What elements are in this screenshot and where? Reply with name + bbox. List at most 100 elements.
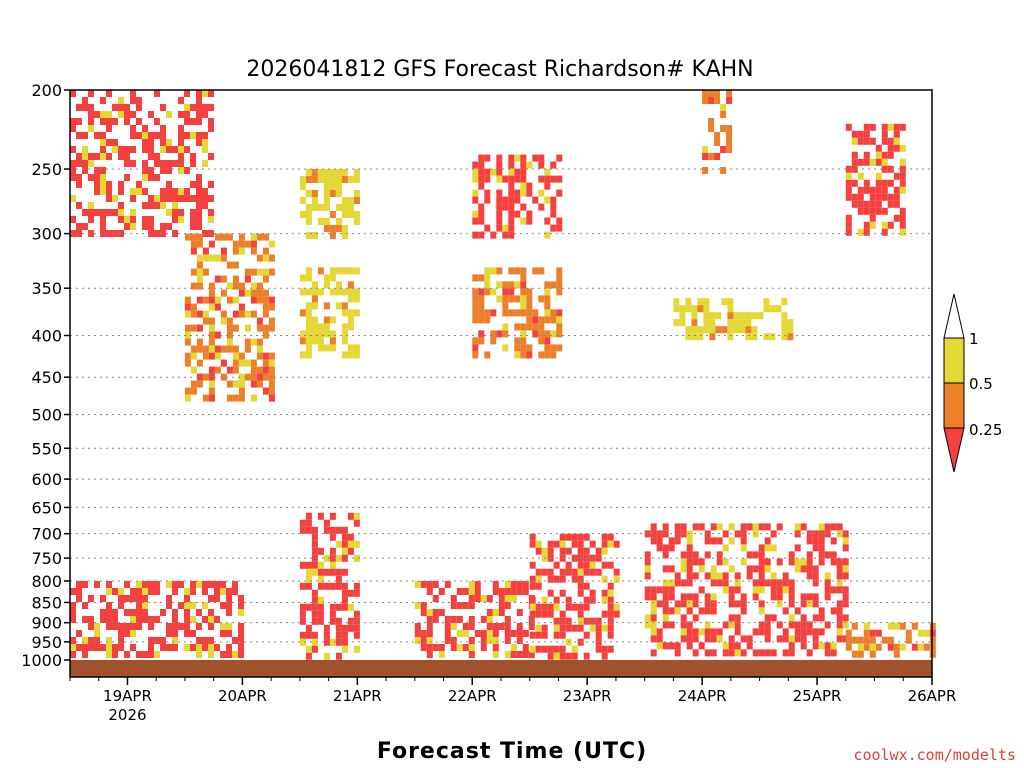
ri-cell xyxy=(130,209,136,216)
ri-cell xyxy=(842,614,849,622)
ri-cell xyxy=(214,233,221,241)
ri-cell xyxy=(559,589,566,597)
ri-cell xyxy=(776,600,783,608)
ri-cell xyxy=(869,123,876,131)
ri-cell xyxy=(94,153,100,160)
ri-cell xyxy=(851,200,858,208)
ri-cell xyxy=(836,621,843,629)
ri-cell xyxy=(244,268,251,276)
ri-cell xyxy=(863,629,870,637)
credit-text: coolwx.com/modelts xyxy=(853,746,1016,764)
ri-cell xyxy=(76,160,82,167)
ri-cell xyxy=(532,323,539,331)
ri-cell xyxy=(226,261,233,269)
ri-cell xyxy=(353,190,360,197)
ri-cell xyxy=(492,637,499,644)
ri-cell xyxy=(262,233,269,241)
ri-cell xyxy=(118,588,124,595)
ri-cell xyxy=(468,581,475,588)
ri-cell xyxy=(857,636,864,644)
ri-cell xyxy=(806,551,813,559)
ri-cell xyxy=(577,582,584,590)
ri-cell xyxy=(504,637,511,644)
ri-cell xyxy=(704,537,711,545)
ri-cell xyxy=(106,195,112,202)
ri-cell xyxy=(508,267,515,275)
ri-cell xyxy=(238,373,245,381)
ri-cell xyxy=(800,558,807,566)
ri-cell xyxy=(329,211,336,218)
ri-cell xyxy=(589,596,596,604)
ri-cell xyxy=(88,104,94,111)
ri-cell xyxy=(160,146,166,153)
ri-cell xyxy=(698,628,705,636)
ri-cell xyxy=(100,174,106,181)
ri-cell xyxy=(311,316,318,324)
ri-cell xyxy=(541,547,548,555)
ri-cell xyxy=(812,600,819,608)
ri-cell xyxy=(484,196,491,204)
ri-cell xyxy=(842,586,849,594)
ri-cell xyxy=(881,636,888,644)
ri-cell xyxy=(716,635,723,643)
ri-cell xyxy=(929,636,936,644)
ri-cell xyxy=(256,289,263,297)
ri-cell xyxy=(184,146,190,153)
ri-cell xyxy=(106,111,112,118)
legend-bin xyxy=(943,337,965,384)
ri-cell xyxy=(704,593,711,601)
ri-cell xyxy=(727,333,734,341)
ri-cell xyxy=(353,589,360,597)
ri-cell xyxy=(196,139,202,146)
ri-cell xyxy=(556,281,563,289)
ri-cell xyxy=(504,623,511,630)
ri-cell xyxy=(899,158,906,166)
ri-cell xyxy=(414,581,421,588)
ri-cell xyxy=(202,268,209,276)
ri-cell xyxy=(728,642,735,650)
ri-cell xyxy=(335,302,342,310)
ri-cell xyxy=(781,319,788,327)
ri-cell xyxy=(341,267,348,275)
ri-cell xyxy=(196,223,202,230)
ri-cell xyxy=(514,309,521,317)
ri-cell xyxy=(526,161,533,169)
ri-cell xyxy=(679,312,686,320)
ri-cell xyxy=(88,644,94,651)
ri-cell xyxy=(559,652,566,660)
ri-cell xyxy=(166,139,172,146)
ri-cell xyxy=(196,637,202,644)
ri-cell xyxy=(541,596,548,604)
ri-cell xyxy=(716,579,723,587)
ri-cell xyxy=(824,551,831,559)
ri-cell xyxy=(232,261,239,269)
ri-cell xyxy=(715,326,722,334)
ri-cell xyxy=(480,595,487,602)
ri-cell xyxy=(710,600,717,608)
ri-cell xyxy=(323,197,330,204)
ri-cell xyxy=(577,610,584,618)
ri-cell xyxy=(70,609,76,616)
ri-cell xyxy=(787,333,794,341)
ri-cell xyxy=(426,609,433,616)
ri-cell xyxy=(124,174,130,181)
ri-cell xyxy=(478,217,485,225)
ri-cell xyxy=(830,607,837,615)
ri-cell xyxy=(184,111,190,118)
ri-cell xyxy=(708,118,715,125)
ri-cell xyxy=(323,330,330,338)
ri-cell xyxy=(550,316,557,324)
ri-cell xyxy=(124,111,130,118)
ri-cell xyxy=(305,344,312,352)
ri-cell xyxy=(776,558,783,566)
ri-cell xyxy=(305,218,312,225)
ri-cell xyxy=(740,649,747,657)
ri-cell xyxy=(734,572,741,580)
ri-cell xyxy=(541,603,548,611)
ri-cell xyxy=(656,628,663,636)
ri-cell xyxy=(341,302,348,310)
ri-cell xyxy=(341,624,348,632)
ri-cell xyxy=(484,175,491,183)
ri-cell xyxy=(420,609,427,616)
ri-cell xyxy=(541,624,548,632)
